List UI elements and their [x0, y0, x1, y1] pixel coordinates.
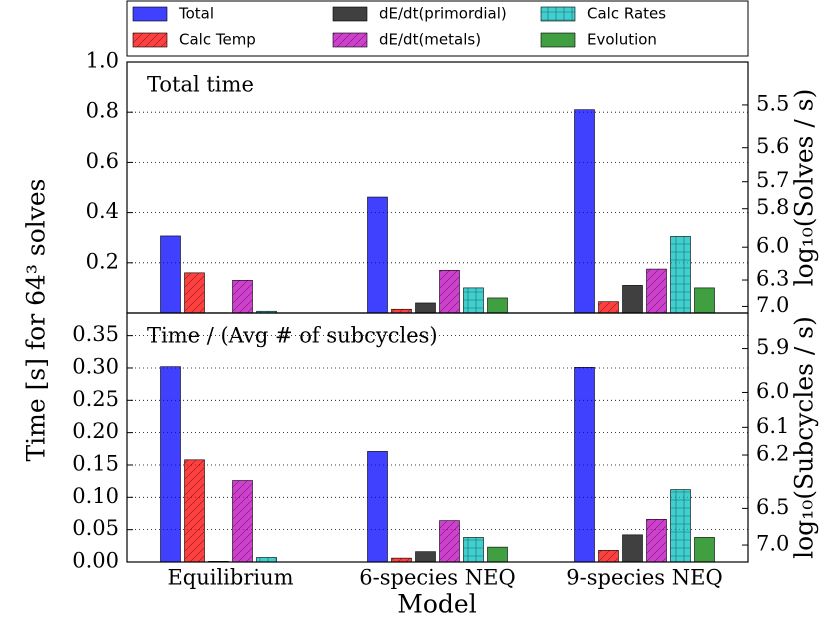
- y2-tick-label: 7.0: [756, 293, 789, 317]
- y2-axis-label: log₁₀(Subcycles / s): [790, 316, 819, 559]
- hatch: [598, 550, 619, 562]
- x-tick-label: 6-species NEQ: [359, 566, 515, 590]
- hatch: [670, 236, 691, 313]
- y-tick-label: 0.6: [86, 149, 119, 173]
- hatch: [541, 7, 575, 21]
- bar: [574, 367, 595, 563]
- y-tick-label: 0.25: [72, 387, 119, 411]
- hatch: [391, 558, 412, 562]
- x-tick-label: Equilibrium: [167, 566, 293, 590]
- y-tick-label: 0.2: [86, 249, 119, 273]
- y2-tick-label: 5.5: [756, 91, 789, 115]
- x-tick-label: 9-species NEQ: [566, 566, 722, 590]
- y-tick-label: 0.05: [72, 516, 119, 540]
- hatch: [184, 459, 205, 562]
- legend-swatch: [332, 6, 368, 22]
- legend-label: dE/dt(primordial): [379, 5, 507, 23]
- y2-tick-label: 5.8: [756, 195, 789, 219]
- hatch: [463, 287, 484, 313]
- y2-tick-label: 5.6: [756, 134, 789, 158]
- hatch: [184, 272, 205, 313]
- hatch: [646, 519, 667, 562]
- y-tick-label: 0.00: [72, 549, 119, 573]
- y2-tick-label: 6.0: [756, 379, 789, 403]
- y-tick-label: 0.35: [72, 322, 119, 346]
- y2-tick-label: 6.5: [756, 495, 789, 519]
- legend-box: [126, 0, 749, 57]
- y2-tick-label: 5.9: [756, 335, 789, 359]
- hatch: [333, 33, 367, 47]
- hatch: [256, 311, 277, 313]
- panel-annotation: Time / (Avg # of subcycles): [147, 324, 438, 348]
- y-tick-label: 0.30: [72, 354, 119, 378]
- x-axis-label: Model: [397, 590, 476, 619]
- legend-label: dE/dt(metals): [379, 31, 481, 49]
- hatch: [598, 301, 619, 313]
- y2-axis-label: log₁₀(Solves / s): [790, 89, 819, 287]
- y2-tick-label: 6.1: [756, 414, 789, 438]
- hatch: [232, 480, 253, 562]
- bar: [367, 196, 388, 314]
- y2-tick-label: 7.0: [756, 532, 789, 556]
- y-tick-label: 0.15: [72, 451, 119, 475]
- hatch: [646, 269, 667, 313]
- bar: [367, 451, 388, 563]
- bar: [622, 534, 643, 563]
- hatch: [463, 537, 484, 562]
- y-tick-label: 0.8: [86, 99, 119, 123]
- hatch: [391, 309, 412, 313]
- hatch: [232, 280, 253, 313]
- legend-swatch: [132, 6, 168, 22]
- bar: [160, 366, 181, 563]
- panel-annotation: Total time: [147, 73, 254, 97]
- bar: [694, 537, 715, 563]
- y2-tick-label: 6.3: [756, 267, 789, 291]
- bar: [694, 287, 715, 314]
- bar: [574, 109, 595, 314]
- hatch: [670, 489, 691, 562]
- axes-frame: [126, 312, 749, 563]
- bar: [487, 297, 508, 314]
- y-tick-label: 0.20: [72, 419, 119, 443]
- hatch: [256, 557, 277, 562]
- y-tick-label: 0.10: [72, 484, 119, 508]
- y2-tick-label: 6.2: [756, 442, 789, 466]
- y-axis-label: Time [s] for 64³ solves: [22, 178, 51, 461]
- bar: [160, 235, 181, 314]
- bar: [487, 546, 508, 563]
- y-tick-label: 0.4: [86, 199, 119, 223]
- hatch: [439, 520, 460, 562]
- hatch: [439, 270, 460, 313]
- legend-label: Calc Rates: [587, 5, 666, 23]
- legend-swatch: [540, 32, 576, 48]
- y-tick-label: 1.0: [86, 49, 119, 73]
- legend-label: Evolution: [587, 31, 657, 49]
- hatch: [133, 33, 167, 47]
- bar: [415, 551, 436, 563]
- legend-label: Calc Temp: [179, 31, 256, 49]
- y2-tick-label: 5.7: [756, 168, 789, 192]
- bar: [622, 285, 643, 314]
- bar: [415, 302, 436, 314]
- y2-tick-label: 6.0: [756, 234, 789, 258]
- legend-label: Total: [178, 5, 214, 23]
